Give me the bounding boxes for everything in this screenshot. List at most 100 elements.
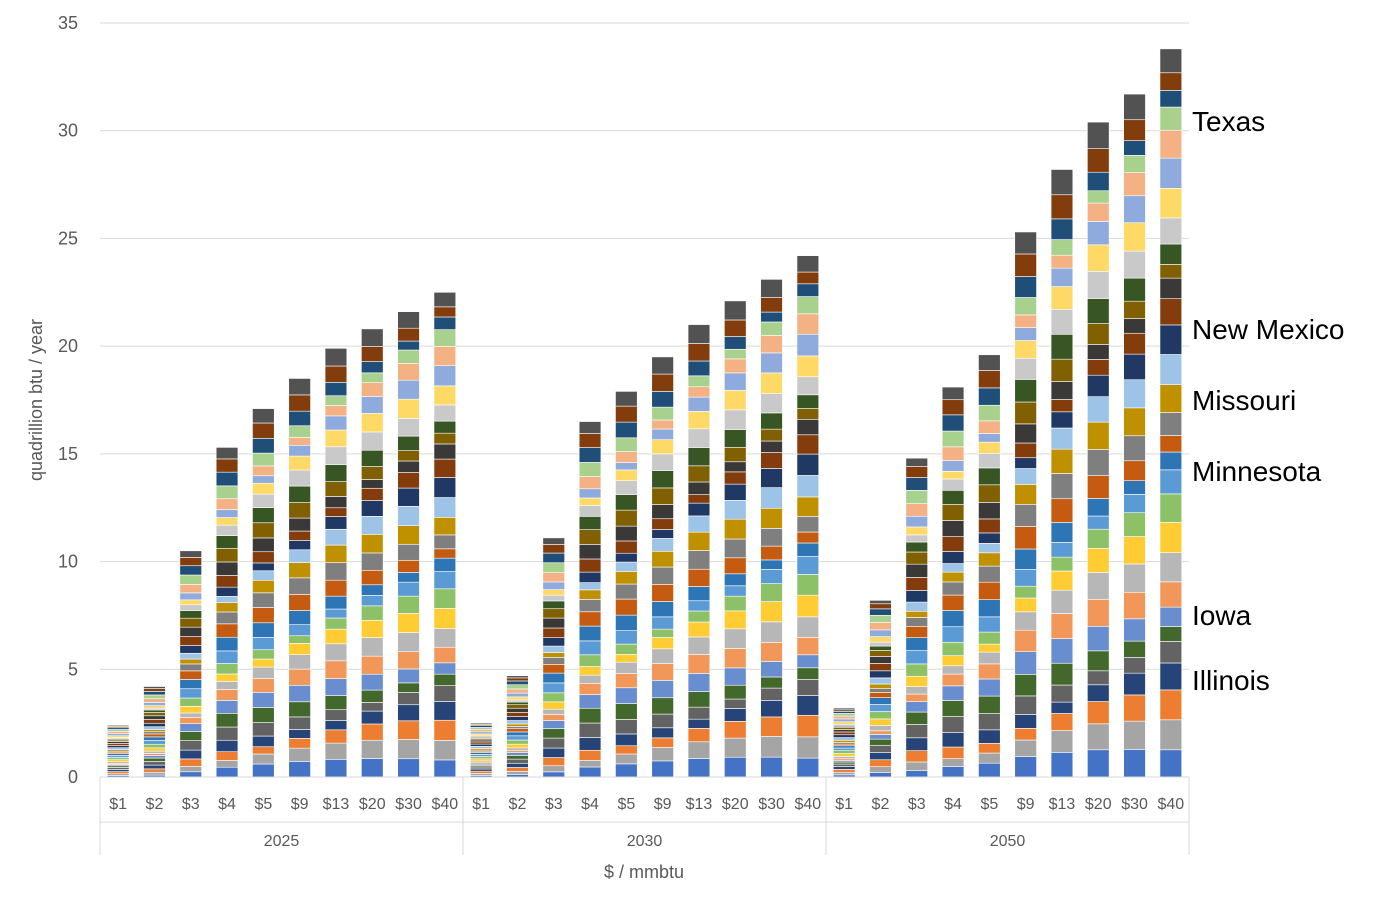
- bar-segment: [724, 595, 747, 612]
- bar-segment: [288, 594, 311, 611]
- bar-segment: [215, 561, 239, 576]
- bar-segment: [542, 728, 565, 739]
- bar-segment: [869, 600, 892, 605]
- bar-segment: [361, 346, 384, 362]
- bar-segment: [978, 743, 1001, 754]
- bar-segment: [361, 328, 384, 347]
- bar-segment: [832, 713, 856, 717]
- bar-segment: [578, 558, 602, 573]
- bar-segment: [1123, 563, 1146, 593]
- bar-segment: [941, 746, 965, 759]
- state-annotation: Illinois: [1192, 665, 1270, 696]
- bar-segment: [542, 572, 565, 583]
- bar-segment: [542, 664, 565, 674]
- bar-segment: [1159, 90, 1183, 108]
- bar-segment: [397, 398, 420, 419]
- bar-segment: [724, 409, 747, 430]
- bar-segment: [1014, 756, 1037, 778]
- bar-segment: [179, 670, 202, 680]
- bar-segment: [1014, 651, 1037, 675]
- bar-stack: [1050, 169, 1074, 778]
- bar-segment: [215, 524, 239, 536]
- bar-segment: [433, 628, 457, 648]
- bar-segment: [143, 712, 166, 717]
- bar-segment: [796, 496, 820, 517]
- bar-segment: [1087, 701, 1110, 725]
- bar-segment: [1050, 613, 1074, 639]
- bar-segment: [869, 697, 892, 705]
- bar-segment: [1087, 670, 1110, 686]
- bar-segment: [143, 729, 166, 733]
- bar-segment: [832, 766, 856, 770]
- bar-segment: [324, 595, 348, 610]
- bar-segment: [941, 489, 965, 505]
- bar-segment: [397, 418, 420, 437]
- bar-segment: [1159, 493, 1183, 523]
- bar-segment: [324, 720, 348, 731]
- bar-segment: [905, 490, 928, 504]
- bar-segment: [179, 550, 202, 558]
- bar-segment: [215, 586, 239, 597]
- bar-segment: [433, 443, 457, 460]
- bar-segment: [651, 428, 674, 440]
- bar-segment: [978, 502, 1001, 520]
- bar-segment: [1050, 542, 1074, 558]
- bar-segment: [1159, 48, 1183, 74]
- bar-segment: [760, 452, 783, 469]
- bar-segment: [941, 460, 965, 472]
- bar-segment: [252, 408, 275, 424]
- bar-segment: [905, 610, 928, 618]
- bar-segment: [143, 731, 166, 735]
- bar-segment: [724, 684, 747, 700]
- bar-stack: [215, 447, 239, 778]
- bar-segment: [252, 753, 275, 765]
- bar-segment: [215, 485, 239, 500]
- bar-segment: [1087, 298, 1110, 324]
- bar-segment: [542, 645, 565, 653]
- bar-segment: [397, 340, 420, 351]
- x-tick-label: $9: [1017, 796, 1035, 813]
- bar-segment: [724, 390, 747, 411]
- bar-segment: [469, 731, 493, 735]
- bar-segment: [433, 571, 457, 590]
- bar-segment: [796, 736, 820, 759]
- bar-segment: [1087, 684, 1110, 702]
- bar-segment: [288, 761, 311, 778]
- bar-segment: [143, 705, 166, 709]
- bar-segment: [179, 697, 202, 707]
- bar-segment: [687, 568, 711, 587]
- bar-segment: [397, 758, 420, 778]
- bar-segment: [288, 701, 311, 718]
- bar-segment: [905, 701, 928, 713]
- bar-segment: [1087, 244, 1110, 272]
- x-tick-label: $3: [545, 796, 563, 813]
- bar-segment: [615, 630, 638, 645]
- bar-segment: [179, 626, 202, 637]
- bar-segment: [651, 518, 674, 530]
- bar-segment: [324, 446, 348, 465]
- bar-segment: [1123, 694, 1146, 722]
- bar-segment: [542, 657, 565, 665]
- bar-segment: [1123, 460, 1146, 482]
- bar-segment: [615, 421, 638, 439]
- bar-segment: [724, 471, 747, 485]
- bar-segment: [542, 562, 565, 574]
- bar-segment: [288, 624, 311, 637]
- bar-segment: [760, 428, 783, 442]
- bar-segment: [905, 457, 928, 467]
- x-tick-label: $20: [359, 796, 386, 813]
- bar-segment: [1123, 407, 1146, 437]
- bar-segment: [288, 610, 311, 625]
- bar-segment: [796, 616, 820, 638]
- bar-segment: [215, 739, 239, 753]
- bar-segment: [215, 458, 239, 473]
- bar-segment: [1014, 484, 1037, 505]
- bar-segment: [361, 739, 384, 759]
- bar-segment: [687, 586, 711, 602]
- bar-segment: [506, 739, 529, 745]
- bar-segment: [941, 594, 965, 611]
- bar-segment: [578, 529, 602, 545]
- bar-segment: [1159, 719, 1183, 751]
- bar-segment: [941, 399, 965, 416]
- bar-segment: [760, 297, 783, 313]
